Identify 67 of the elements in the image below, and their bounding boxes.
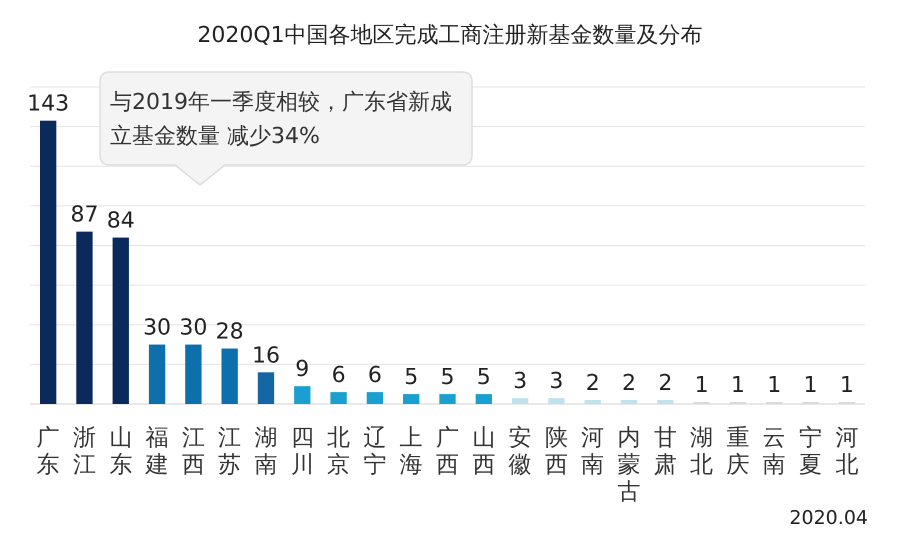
bar xyxy=(76,232,93,404)
data-label: 1 xyxy=(730,373,745,398)
data-label: 3 xyxy=(513,369,528,394)
x-tick-label: 辽宁 xyxy=(363,425,386,478)
x-tick-label: 北京 xyxy=(327,425,350,478)
data-label: 87 xyxy=(70,202,98,228)
x-tick-label: 广东 xyxy=(36,425,60,478)
data-label: 2 xyxy=(622,371,636,396)
x-tick-label: 福建 xyxy=(144,425,169,478)
data-label: 5 xyxy=(404,365,418,390)
data-label: 16 xyxy=(252,343,280,368)
x-tick-label: 甘肃 xyxy=(654,425,677,478)
data-label: 1 xyxy=(767,373,782,398)
bar xyxy=(40,120,56,404)
x-tick-label: 江苏 xyxy=(218,425,242,478)
x-tick-label: 浙江 xyxy=(72,425,96,478)
annotation: 与2019年一季度相较，广东省新成立基金数量 减少34% xyxy=(109,89,453,151)
x-tick-label: 湖北 xyxy=(690,425,714,478)
x-tick-label: 四川 xyxy=(290,425,314,478)
data-label: 3 xyxy=(549,369,564,394)
x-tick-label: 山东 xyxy=(109,425,132,478)
data-label: 6 xyxy=(332,363,346,388)
bar xyxy=(620,400,638,404)
bar xyxy=(439,394,456,404)
x-tick-label: 重庆 xyxy=(726,425,750,478)
bar xyxy=(258,372,274,404)
data-label: 1 xyxy=(840,373,854,398)
x-tick-label: 内蒙古 xyxy=(618,425,641,505)
chart-title: 2020Q1中国各地区完成工商注册新基金数量及分布 xyxy=(197,23,703,48)
bar xyxy=(366,392,384,404)
x-tick-label: 宁夏 xyxy=(799,425,822,478)
data-label: 5 xyxy=(476,365,491,390)
x-tick-label: 安徽 xyxy=(508,425,532,478)
x-tick-label: 山西 xyxy=(472,425,496,478)
x-tick-label: 湖南 xyxy=(254,425,278,478)
bar xyxy=(476,394,492,404)
x-tick-label: 河北 xyxy=(835,425,858,478)
data-label: 30 xyxy=(179,316,208,341)
x-tick-label: 广西 xyxy=(436,425,459,478)
text: 2020.04 xyxy=(789,507,868,529)
bar xyxy=(148,344,166,404)
x-tick-label: 上海 xyxy=(400,425,423,478)
data-label: 1 xyxy=(804,373,818,398)
x-tick-label: 江西 xyxy=(182,425,205,478)
bar xyxy=(294,386,310,404)
data-label: 5 xyxy=(440,365,454,390)
bar xyxy=(112,238,129,404)
x-tick-label: 河南 xyxy=(581,425,604,478)
data-label: 6 xyxy=(368,363,382,388)
data-label: 2 xyxy=(658,371,672,396)
data-label: 84 xyxy=(106,208,135,234)
data-label: 9 xyxy=(295,357,310,382)
bar xyxy=(512,398,528,404)
data-label: 143 xyxy=(27,92,70,117)
data-label: 1 xyxy=(694,373,709,398)
x-tick-label: 陕西 xyxy=(544,425,568,478)
data-label: 2 xyxy=(586,371,600,396)
bar xyxy=(403,394,420,404)
bar xyxy=(222,348,238,404)
x-tick-label: 云南 xyxy=(762,425,786,478)
bar xyxy=(584,400,601,404)
data-label: 30 xyxy=(143,316,172,341)
bar xyxy=(657,400,674,404)
bar xyxy=(185,344,202,404)
bar xyxy=(330,392,347,404)
data-label: 28 xyxy=(216,320,244,345)
bar xyxy=(548,398,565,404)
